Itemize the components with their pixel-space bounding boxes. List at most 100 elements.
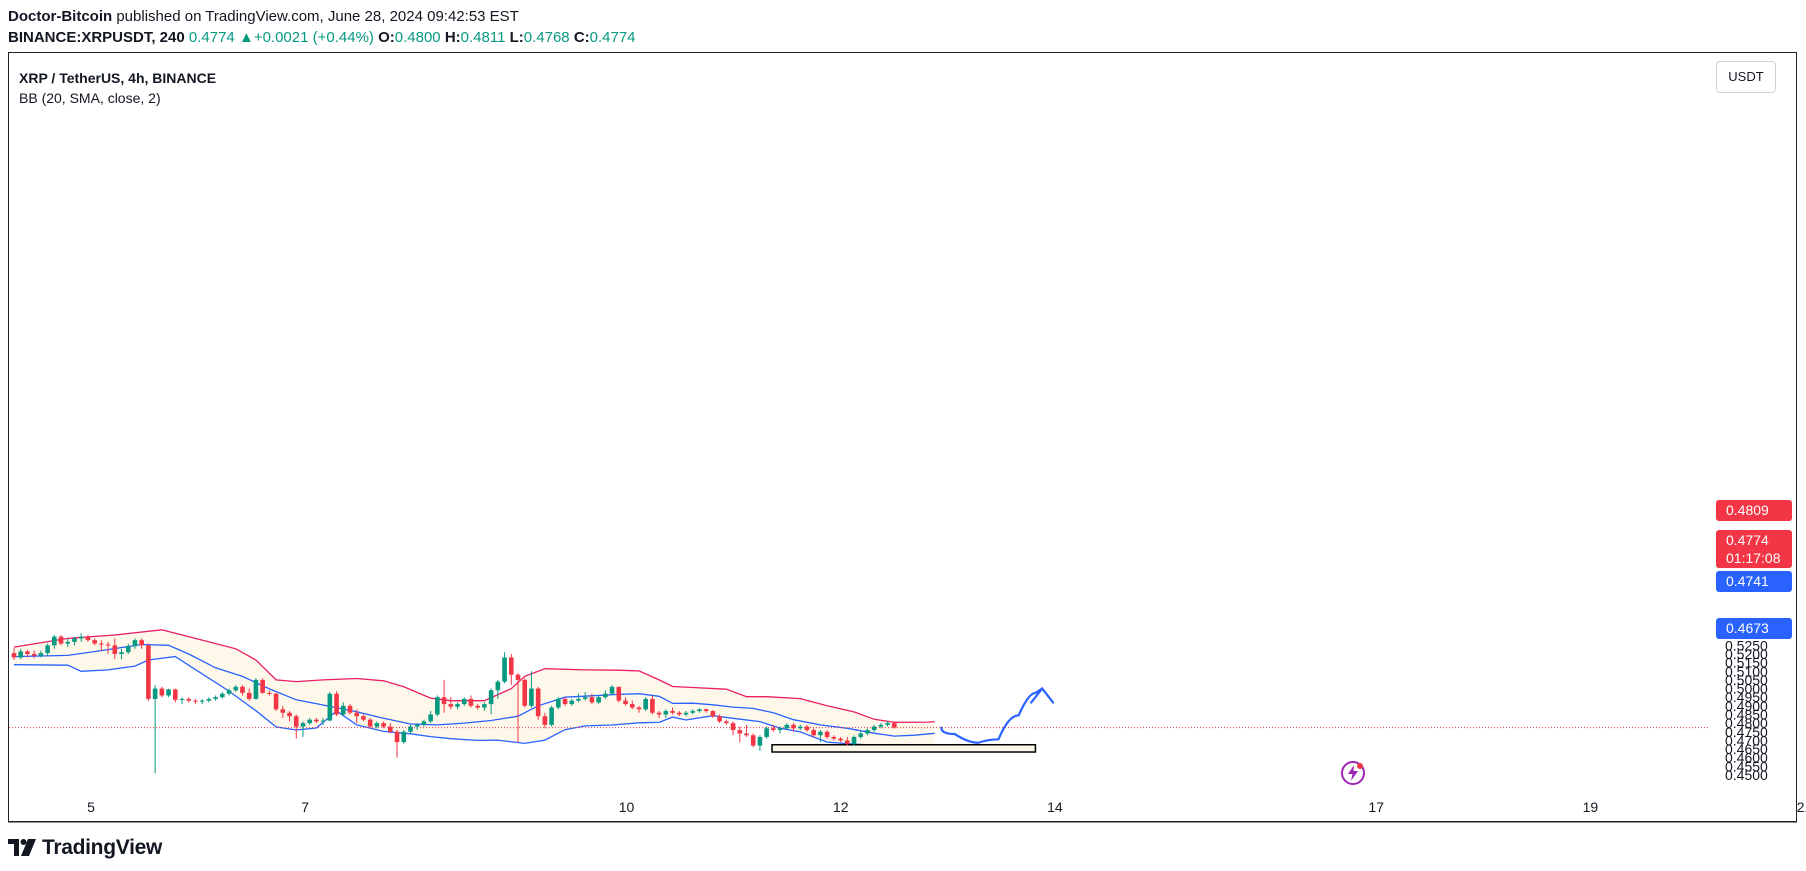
candle-body: [273, 693, 279, 710]
candle-body: [663, 711, 669, 715]
candle: [643, 697, 648, 712]
candle: [791, 723, 796, 732]
candle: [213, 695, 218, 701]
candle: [206, 697, 212, 703]
candle-body: [267, 692, 272, 694]
candle-body: [233, 686, 239, 691]
candle-body: [468, 698, 474, 706]
candle-body: [784, 724, 790, 729]
candle-body: [246, 692, 252, 699]
candle: [461, 697, 467, 706]
candle-body: [166, 689, 171, 696]
candle: [220, 692, 225, 699]
candle: [260, 678, 265, 694]
candle: [710, 710, 716, 718]
candle: [193, 698, 198, 705]
candle: [52, 634, 57, 649]
candle: [166, 688, 171, 698]
candle-body: [287, 712, 292, 717]
candle: [65, 638, 71, 648]
candle: [374, 721, 380, 729]
candle-body: [159, 688, 165, 696]
candle-body: [65, 641, 71, 644]
candle: [522, 678, 528, 708]
candle-body: [569, 700, 575, 705]
candle-body: [179, 698, 185, 700]
candle: [764, 726, 769, 739]
x-tick-label: 21: [1797, 799, 1806, 815]
candle-body: [354, 712, 360, 717]
candle-body: [508, 657, 514, 675]
candle: [105, 641, 111, 654]
candle-body: [414, 724, 420, 727]
candle: [253, 678, 259, 700]
candle-body: [851, 736, 857, 744]
candle-body: [475, 705, 480, 708]
candle-body: [435, 697, 440, 715]
y-tick-label: 0.5100: [1725, 663, 1768, 679]
y-tick-label: 0.4850: [1725, 706, 1768, 722]
candle-body: [750, 735, 756, 746]
candle: [797, 724, 803, 731]
projection-layer: [940, 686, 1055, 744]
candle-body: [724, 721, 729, 724]
candle-body: [892, 723, 897, 728]
candle: [273, 692, 279, 712]
upper-band-price-tag: 0.4809: [1716, 500, 1792, 521]
candle-body: [556, 698, 561, 708]
candle-body: [18, 651, 24, 658]
y-tick-label: 0.4800: [1725, 715, 1768, 731]
candle-body: [320, 720, 326, 722]
flash-icon[interactable]: [1340, 760, 1366, 786]
candle: [146, 643, 151, 701]
candle-body: [811, 730, 816, 736]
candle: [367, 717, 373, 729]
bollinger-band-fill: [14, 629, 935, 746]
candle: [892, 721, 897, 729]
legend-symbol[interactable]: XRP / TetherUS, 4h, BINANCE: [19, 70, 217, 86]
candle: [535, 686, 541, 720]
candle: [11, 647, 17, 661]
candle-body: [865, 730, 870, 734]
candle-body: [92, 640, 97, 644]
current-price-value: 0.4774: [1726, 532, 1769, 548]
candle: [757, 735, 763, 751]
candle-body: [206, 698, 212, 701]
candle: [139, 638, 144, 649]
candle-body: [643, 698, 648, 710]
y-tick-label: 0.5250: [1725, 637, 1768, 653]
publisher-name[interactable]: Doctor-Bitcoin: [8, 8, 113, 25]
candle: [394, 730, 400, 758]
last-price: 0.4774: [188, 29, 235, 46]
legend-indicator[interactable]: BB (20, SMA, close, 2): [19, 90, 161, 106]
candle-body: [495, 681, 501, 691]
candle: [818, 730, 823, 743]
candle: [777, 726, 783, 734]
candle-body: [334, 693, 339, 715]
candle-body: [515, 674, 521, 680]
change-value: +0.0021 (+0.44%): [253, 29, 374, 46]
candle: [488, 688, 494, 715]
candle-body: [428, 714, 433, 722]
candle-body: [105, 644, 111, 646]
candle-body: [307, 719, 312, 724]
projection-path: [940, 687, 1044, 744]
candle: [172, 688, 178, 703]
candle: [92, 638, 97, 646]
currency-button[interactable]: USDT: [1716, 61, 1776, 93]
candle-body: [609, 686, 615, 694]
bb-fill-area: [14, 629, 935, 746]
y-tick-label: 0.4500: [1725, 767, 1768, 783]
open-label: O:: [378, 29, 395, 46]
candle: [293, 714, 299, 739]
change-arrow-icon: ▲: [238, 29, 254, 46]
close-label: C:: [573, 29, 590, 46]
tradingview-logo[interactable]: TradingView: [8, 836, 162, 860]
candle-body: [885, 723, 890, 725]
candle-body: [25, 651, 30, 654]
candle: [569, 698, 575, 706]
lower-band-price-tag: 0.4673: [1716, 618, 1792, 639]
candle: [878, 723, 884, 729]
candle-body: [38, 653, 44, 656]
